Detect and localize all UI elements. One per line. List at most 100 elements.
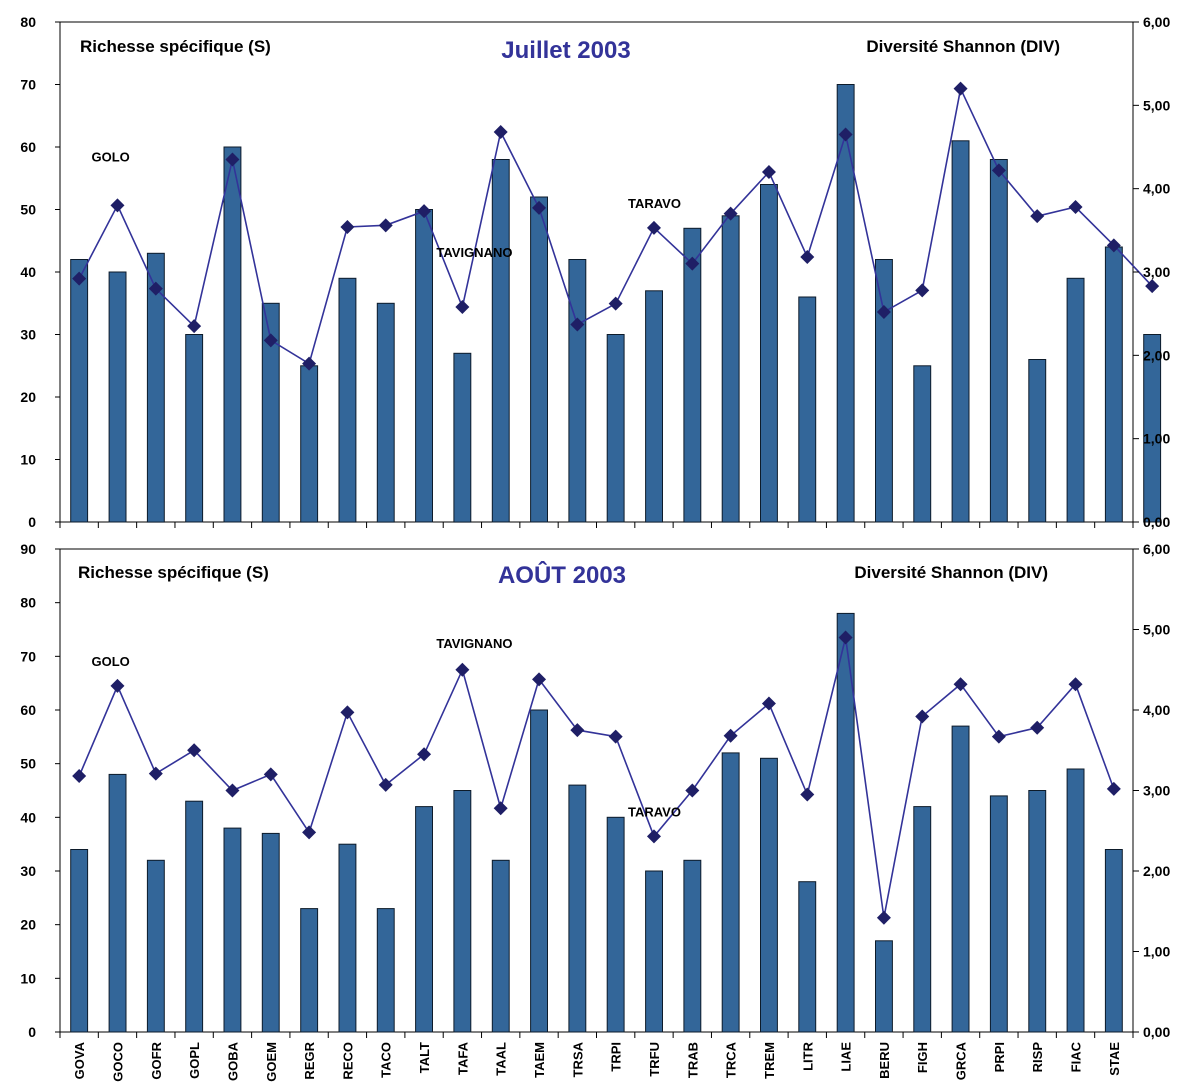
diversity-point-tafa bbox=[455, 662, 470, 677]
diversity-point-fiac bbox=[1068, 200, 1083, 214]
y-tick-label: 20 bbox=[20, 389, 36, 405]
y-tick-label: 90 bbox=[20, 541, 36, 557]
diversity-point-liae bbox=[838, 630, 853, 645]
plot-frame bbox=[59, 548, 1134, 1033]
y-tick-label: 10 bbox=[20, 970, 36, 986]
category-label-risp: RISP bbox=[1030, 1042, 1045, 1073]
left-axis-title: Richesse spécifique (S) bbox=[78, 563, 269, 582]
diversity-point-goco bbox=[110, 678, 125, 693]
bar-goba bbox=[223, 827, 242, 1033]
bar-gofr bbox=[146, 859, 165, 1033]
y2-tick-label: 1,00 bbox=[1143, 431, 1170, 447]
river-label-taravo: TARAVO bbox=[628, 196, 681, 211]
diversity-point-trca bbox=[723, 728, 738, 743]
diversity-point-gova bbox=[72, 769, 87, 784]
y-tick-label: 50 bbox=[20, 756, 36, 772]
bar-figh bbox=[913, 806, 932, 1033]
diversity-point-trem bbox=[761, 696, 776, 711]
bar-risp bbox=[1028, 359, 1047, 523]
river-label-taravo: TARAVO bbox=[628, 804, 681, 819]
category-label-goem: GOEM bbox=[264, 1042, 279, 1082]
y-tick-label: 40 bbox=[20, 264, 36, 280]
category-label-regr: REGR bbox=[302, 1041, 317, 1079]
y-tick-label: 40 bbox=[20, 809, 36, 825]
left-axis: 0 10 20 30 40 50 60 70 80 bbox=[20, 14, 60, 530]
bar-stae bbox=[1104, 849, 1123, 1033]
bar-gopl bbox=[185, 334, 204, 523]
y2-tick-label: 6,00 bbox=[1143, 14, 1170, 30]
diversity-point-trem bbox=[761, 165, 776, 179]
category-label-trsa: TRSA bbox=[570, 1041, 585, 1077]
right-axis-title: Diversité Shannon (DIV) bbox=[854, 563, 1048, 582]
right-axis-title: Diversité Shannon (DIV) bbox=[866, 37, 1060, 56]
category-label-prpi: PRPI bbox=[992, 1042, 1007, 1072]
bar-stae bbox=[1104, 246, 1123, 523]
chart-panel-july: Richesse spécifique (S) Juillet 2003 Div… bbox=[20, 14, 1170, 530]
bar-trsa bbox=[568, 784, 587, 1033]
bar-grca bbox=[951, 140, 970, 523]
bar-trfu bbox=[645, 870, 663, 1033]
category-labels: GOVA GOCO GOFR GOPL GOBA GOEM REGR RECO TACO TALT… bbox=[72, 1041, 1122, 1081]
bar-regr bbox=[300, 908, 319, 1033]
y-tick-label: 0 bbox=[28, 1024, 36, 1040]
bar-tafa bbox=[453, 790, 472, 1033]
diversity-point-trca bbox=[723, 206, 738, 221]
category-label-fiac: FIAC bbox=[1069, 1041, 1084, 1072]
y2-tick-label: 1,00 bbox=[1143, 944, 1170, 960]
diversity-point-regr bbox=[302, 356, 317, 371]
diversity-point-beru bbox=[876, 305, 891, 319]
diversity-point-tafa bbox=[455, 300, 470, 314]
y2-tick-label: 2,00 bbox=[1143, 863, 1170, 879]
diversity-point-taco bbox=[378, 777, 393, 792]
category-label-gopl: GOPL bbox=[187, 1042, 202, 1079]
diversity-point-risp bbox=[1030, 720, 1045, 735]
diversity-point-trab bbox=[685, 256, 700, 271]
bar-trab bbox=[683, 227, 702, 523]
chart-title: AOÛT 2003 bbox=[498, 561, 626, 589]
diversity-point-fiac bbox=[1068, 677, 1083, 692]
chart-panel-august: Richesse spécifique (S) AOÛT 2003 Divers… bbox=[20, 541, 1170, 1082]
y2-tick-label: 3,00 bbox=[1143, 783, 1170, 799]
bar-trem bbox=[760, 184, 778, 523]
right-axis: 0,00 1,00 2,00 3,00 4,00 5,00 6,00 bbox=[1133, 14, 1170, 530]
diversity-point-taem bbox=[532, 200, 547, 215]
diversity-point-litr bbox=[800, 250, 815, 264]
bar-beru bbox=[875, 940, 893, 1033]
y-tick-label: 0 bbox=[28, 514, 36, 530]
category-label-taal: TAAL bbox=[494, 1042, 509, 1076]
bar-goco bbox=[108, 271, 127, 523]
diversity-point-trab bbox=[685, 783, 700, 798]
bar-gopl bbox=[185, 800, 204, 1033]
category-label-trfu: TRFU bbox=[647, 1042, 662, 1077]
bar-taal bbox=[491, 859, 510, 1033]
bar-goba bbox=[223, 146, 242, 523]
category-label-taco: TACO bbox=[379, 1042, 394, 1078]
bar-beru bbox=[875, 259, 893, 523]
y-tick-label: 10 bbox=[20, 452, 36, 468]
diversity-point-gofr bbox=[148, 281, 163, 296]
bar-gova bbox=[70, 259, 89, 523]
bar-litr bbox=[798, 296, 817, 523]
diversity-point-grca bbox=[953, 677, 968, 692]
category-label-litr: LITR bbox=[800, 1041, 815, 1070]
category-label-trab: TRAB bbox=[685, 1042, 700, 1078]
river-labels: GOLO TAVIGNANO TARAVO bbox=[92, 149, 681, 260]
y2-tick-label: 0,00 bbox=[1143, 1024, 1170, 1040]
bar-trfu bbox=[645, 290, 663, 523]
bar-figh bbox=[913, 365, 932, 523]
bar-reco bbox=[338, 277, 357, 523]
bar-reco bbox=[338, 843, 357, 1033]
diversity-point-gopl bbox=[187, 743, 202, 758]
left-axis-title: Richesse spécifique (S) bbox=[80, 37, 271, 56]
y-tick-label: 20 bbox=[20, 917, 36, 933]
y2-tick-label: 5,00 bbox=[1143, 622, 1170, 638]
diversity-point-trfu bbox=[646, 829, 661, 844]
diversity-point-taal bbox=[493, 801, 508, 816]
line-series bbox=[72, 81, 1160, 371]
bar-goem bbox=[261, 832, 280, 1033]
bar-trsa bbox=[568, 259, 587, 523]
bar-trca bbox=[721, 752, 740, 1033]
bar-talt bbox=[415, 209, 434, 523]
diversity-point-goem bbox=[263, 767, 278, 782]
bar-extra-28 bbox=[1143, 334, 1162, 523]
